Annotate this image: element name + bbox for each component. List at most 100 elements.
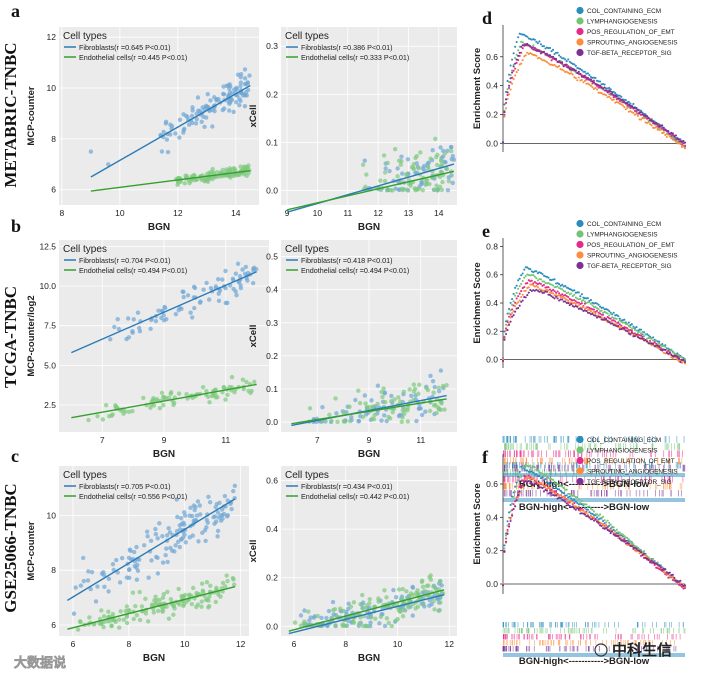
y-tick-label: 0.4 [486,81,498,91]
es-point [597,518,600,521]
data-point [173,543,178,548]
legend-entry: Fibroblasts(r =0.386 P<0.01) [301,43,393,52]
es-point [559,494,562,497]
data-point [176,586,181,592]
es-point [532,44,535,47]
es-point [509,81,512,84]
es-point [599,513,602,516]
es-point [643,556,646,560]
data-point [233,271,239,276]
es-point [574,64,577,67]
es-point [524,54,527,57]
es-point [679,582,682,585]
es-point [629,540,632,543]
es-point [533,481,536,484]
es-point [621,104,624,107]
es-point [576,301,579,304]
data-point [174,497,179,502]
es-point [514,57,517,60]
es-point [582,512,585,515]
es-point [661,131,664,135]
es-point [558,283,561,286]
es-point [515,481,518,484]
legend-key [576,48,584,57]
data-point [411,165,416,171]
es-point [589,302,593,305]
es-point [611,530,614,533]
es-point [673,352,676,355]
es-point [501,360,505,363]
legend-key [576,435,584,444]
scatter-panel-b-left: 7 9 112.55.07.510.012.5BGNMCP-counter/log2… [26,240,269,460]
es-point [532,282,535,285]
es-point [679,361,682,364]
es-point [570,288,573,291]
y-tick-label: 0.4 [266,285,278,295]
es-point [599,84,602,87]
es-point [579,72,582,75]
es-point [582,298,585,302]
es-point [658,345,661,349]
es-point [523,276,526,279]
es-point [626,106,629,109]
data-point [449,148,454,154]
es-point [512,52,515,55]
es-point [515,499,518,502]
data-point [196,539,201,544]
y-tick-label: 0.3 [266,41,278,51]
data-point [181,112,186,117]
es-point [683,584,687,587]
es-point [597,91,600,94]
data-point [421,602,426,607]
es-point [664,571,667,574]
data-point [399,154,404,159]
data-point [337,606,343,611]
es-point [621,101,624,104]
es-point [535,482,538,485]
es-point [508,525,511,528]
data-point [411,161,417,167]
es-point [541,291,544,294]
data-point [167,530,173,535]
es-point [600,516,603,519]
data-point [425,164,431,170]
es-point [511,308,514,311]
es-point [564,284,567,287]
data-point [145,619,151,624]
es-point [568,500,571,503]
y-tick-label: 0.2 [266,351,278,361]
es-point [515,40,518,44]
es-point [673,135,676,138]
es-point [602,317,605,320]
data-point [242,103,248,109]
es-point [602,306,605,309]
data-point [177,117,183,122]
data-point [204,517,209,523]
data-point [389,623,394,629]
es-point [585,310,588,313]
data-point [246,170,251,176]
es-point [667,576,670,579]
data-point [206,494,211,500]
legend-entry: COL_CONTAINING_ECM [587,221,661,228]
es-point [547,286,550,289]
data-point [370,416,375,421]
data-point [160,534,165,539]
y-tick-label: 0.1 [266,137,278,147]
x-tick-label: 8 [60,208,65,218]
es-point [615,95,618,98]
es-point [683,147,687,150]
es-point [674,140,677,143]
data-point [207,400,212,405]
es-point [646,555,649,559]
es-point [548,46,552,50]
data-point [379,418,384,423]
data-point [383,166,388,171]
es-point [568,492,571,496]
es-point [585,82,588,85]
es-point [570,301,573,304]
x-tick-label: 12 [236,639,246,649]
es-point [615,322,618,325]
es-point [573,494,576,497]
